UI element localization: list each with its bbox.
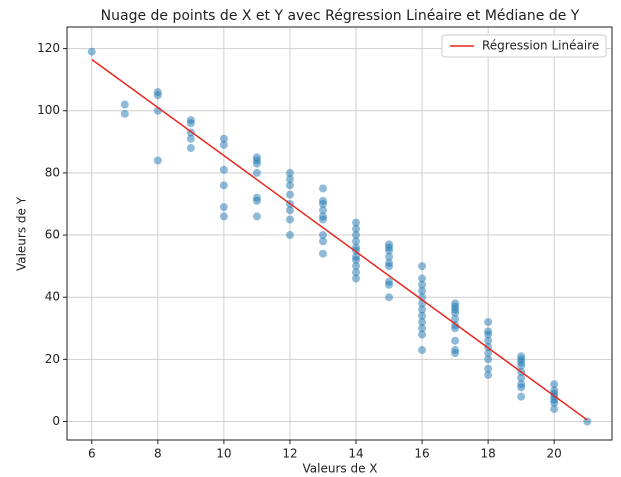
point: [352, 218, 361, 227]
y-axis-label: Valeurs de Y: [15, 196, 29, 271]
point: [484, 318, 493, 327]
x-tick-label: 6: [88, 447, 96, 461]
point: [285, 190, 294, 199]
point: [451, 324, 460, 333]
point: [219, 140, 228, 149]
point: [484, 370, 493, 379]
point: [517, 374, 526, 383]
chart-title: Nuage de points de X et Y avec Régressio…: [101, 8, 580, 24]
x-tick-label: 16: [414, 447, 429, 461]
point: [517, 392, 526, 401]
point: [451, 308, 460, 317]
point: [219, 134, 228, 143]
y-tick-label: 80: [45, 165, 60, 179]
point: [451, 349, 460, 358]
point: [219, 181, 228, 190]
point: [285, 206, 294, 215]
point: [418, 274, 427, 283]
point: [550, 380, 559, 389]
point: [318, 231, 327, 240]
point: [550, 398, 559, 407]
point: [385, 252, 394, 261]
x-tick-label: 8: [154, 447, 162, 461]
point: [120, 109, 129, 118]
point: [87, 47, 96, 56]
point: [385, 246, 394, 255]
point: [153, 91, 162, 100]
point: [484, 330, 493, 339]
point: [186, 144, 195, 153]
point: [418, 324, 427, 333]
point: [550, 405, 559, 414]
point: [418, 318, 427, 327]
x-tick-label: 18: [480, 447, 495, 461]
point: [252, 212, 261, 221]
y-tick-label: 40: [45, 290, 60, 304]
point: [219, 203, 228, 212]
point: [418, 286, 427, 295]
y-tick-label: 20: [45, 352, 60, 366]
y-tick-label: 0: [52, 414, 60, 428]
y-tick-label: 60: [45, 228, 60, 242]
point: [252, 196, 261, 205]
point: [418, 330, 427, 339]
point: [352, 237, 361, 246]
point: [385, 293, 394, 302]
point: [583, 417, 592, 426]
point: [352, 231, 361, 240]
x-tick-label: 10: [216, 447, 231, 461]
point: [352, 268, 361, 277]
point: [352, 224, 361, 233]
point: [352, 255, 361, 264]
point: [352, 262, 361, 271]
legend-label: Régression Linéaire: [482, 39, 599, 53]
point: [153, 156, 162, 165]
point: [418, 280, 427, 289]
y-tick-label: 120: [37, 41, 60, 55]
x-tick-label: 20: [547, 447, 562, 461]
point: [451, 314, 460, 323]
point: [418, 262, 427, 271]
point: [352, 274, 361, 283]
plot-frame: [66, 26, 613, 441]
point: [517, 361, 526, 370]
regression-line: [91, 58, 588, 421]
point: [418, 311, 427, 320]
point: [285, 181, 294, 190]
point: [451, 336, 460, 345]
point: [484, 349, 493, 358]
x-tick-label: 14: [348, 447, 363, 461]
point: [186, 119, 195, 128]
point: [285, 168, 294, 177]
point: [484, 336, 493, 345]
point: [219, 212, 228, 221]
x-axis-label: Valeurs de X: [303, 462, 378, 476]
legend-box: [441, 34, 607, 58]
point: [418, 346, 427, 355]
point: [318, 215, 327, 224]
point: [318, 249, 327, 258]
point: [318, 199, 327, 208]
point: [219, 165, 228, 174]
x-tick-label: 12: [282, 447, 297, 461]
point: [385, 262, 394, 271]
point: [484, 364, 493, 373]
point: [252, 168, 261, 177]
point: [318, 184, 327, 193]
point: [252, 159, 261, 168]
point: [418, 305, 427, 314]
point: [517, 383, 526, 392]
point: [120, 100, 129, 109]
point: [285, 231, 294, 240]
point: [385, 280, 394, 289]
point: [318, 237, 327, 246]
point: [285, 215, 294, 224]
point: [285, 175, 294, 184]
point: [484, 355, 493, 364]
y-tick-label: 100: [37, 103, 60, 117]
point: [186, 134, 195, 143]
point: [318, 206, 327, 215]
